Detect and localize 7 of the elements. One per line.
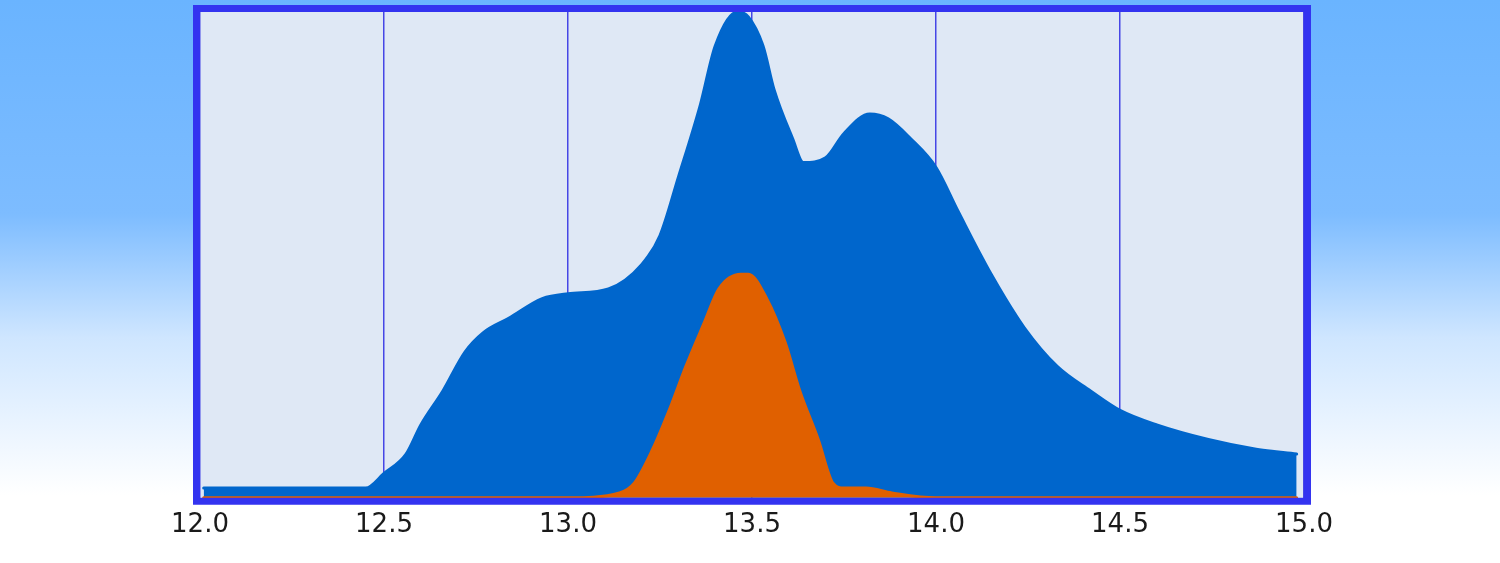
x-tick-label: 12.5 bbox=[355, 508, 413, 539]
x-tick-label: 14.5 bbox=[1091, 508, 1149, 539]
x-tick-label: 15.0 bbox=[1275, 508, 1333, 539]
x-tick-label: 13.5 bbox=[723, 508, 781, 539]
x-tick-label: 14.0 bbox=[907, 508, 965, 539]
x-tick-label: 13.0 bbox=[539, 508, 597, 539]
x-tick-label: 12.0 bbox=[171, 508, 229, 539]
